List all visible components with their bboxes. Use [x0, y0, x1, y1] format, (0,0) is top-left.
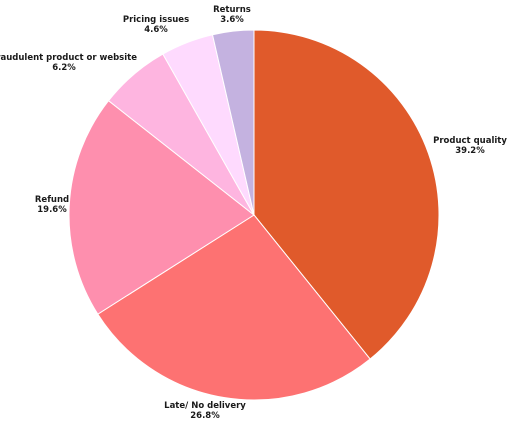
slice-label-refund: Refund [35, 195, 69, 205]
slice-label-fraudulent-product-or-website: Fraudulent product or website [0, 53, 137, 63]
slice-value-refund: 19.6% [37, 205, 67, 215]
pie-slice-late-no-delivery [97, 214, 371, 401]
pie-slice-returns [211, 29, 255, 216]
slice-label-product-quality: Product quality [433, 136, 507, 146]
slice-value-fraudulent-product-or-website: 6.2% [52, 63, 76, 73]
slice-value-returns: 3.6% [220, 15, 244, 25]
pie-slice-product-quality [253, 29, 440, 360]
slice-value-product-quality: 39.2% [455, 146, 485, 156]
slice-value-late-no-delivery: 26.8% [190, 411, 220, 421]
slice-label-late-no-delivery: Late/ No delivery [164, 401, 246, 411]
slice-label-pricing-issues: Pricing issues [123, 15, 189, 25]
slice-label-returns: Returns [213, 5, 251, 15]
pie-slices [68, 29, 440, 401]
pie-slice-refund [68, 99, 255, 315]
slice-value-pricing-issues: 4.6% [144, 25, 168, 35]
